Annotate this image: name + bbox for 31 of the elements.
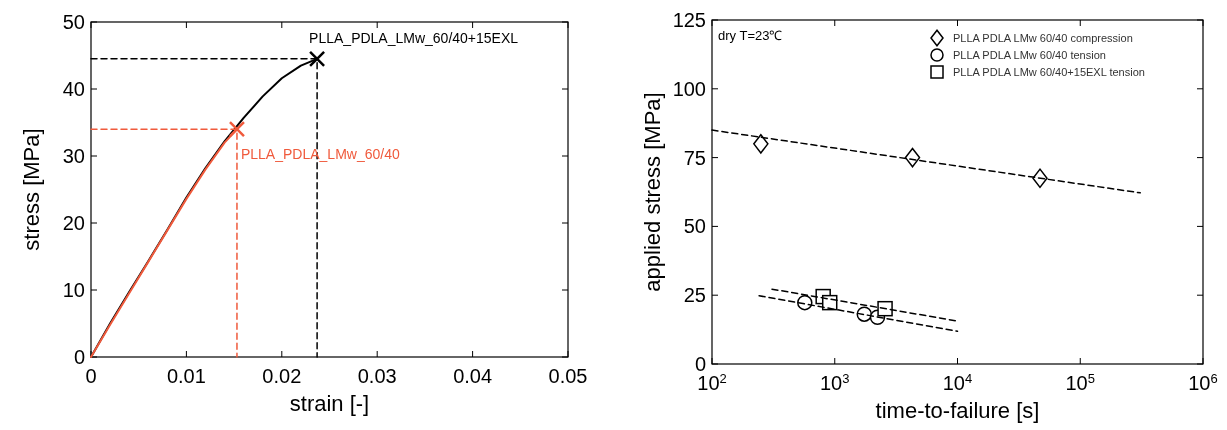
y-tick-label: 50 bbox=[683, 215, 706, 238]
y-tick-label: 10 bbox=[62, 279, 85, 301]
y-tick-label: 50 bbox=[62, 11, 85, 33]
y-tick-label: 0 bbox=[73, 346, 85, 368]
x-tick-label: 10$^{6}$ bbox=[1188, 370, 1218, 394]
y-tick-label: 40 bbox=[62, 78, 85, 100]
annotation: PLLA_PDLA_LMw_60/40+15EXL bbox=[309, 29, 519, 46]
legend-label: PLLA PDLA LMw 60/40 compression bbox=[953, 32, 1133, 44]
x-tick-label: 10$^{3}$ bbox=[820, 370, 850, 394]
y-tick-label: 25 bbox=[683, 284, 706, 307]
y-tick-label: 100 bbox=[672, 77, 706, 100]
x-tick-label: 0.03 bbox=[357, 365, 397, 387]
annotation: dry T=23℃ bbox=[718, 28, 783, 43]
x-tick-label: 10$^{5}$ bbox=[1065, 370, 1095, 394]
legend-label: PLLA PDLA LMw 60/40+15EXL tension bbox=[953, 66, 1145, 78]
y-axis-title: stress [MPa] bbox=[19, 128, 44, 251]
x-axis-title: strain [-] bbox=[289, 391, 370, 416]
y-tick-label: 30 bbox=[62, 145, 85, 167]
annotation: PLLA_PDLA_LMw_60/40 bbox=[240, 146, 400, 163]
x-tick-label: 0.02 bbox=[262, 365, 302, 387]
legend-label: PLLA PDLA LMw 60/40 tension bbox=[953, 49, 1106, 61]
x-tick-label: 0.04 bbox=[453, 365, 493, 387]
x-tick-label: 0.05 bbox=[548, 365, 588, 387]
x-tick-label: 10$^{4}$ bbox=[942, 370, 973, 394]
y-axis-title: applied stress [MPa] bbox=[640, 92, 665, 292]
x-axis-title: time-to-failure [s] bbox=[875, 398, 1040, 423]
y-tick-label: 20 bbox=[62, 212, 85, 234]
y-tick-label: 75 bbox=[683, 146, 706, 169]
y-tick-label: 125 bbox=[672, 9, 706, 31]
x-tick-label: 10$^{2}$ bbox=[697, 370, 727, 394]
x-tick-label: 0.01 bbox=[166, 365, 206, 387]
